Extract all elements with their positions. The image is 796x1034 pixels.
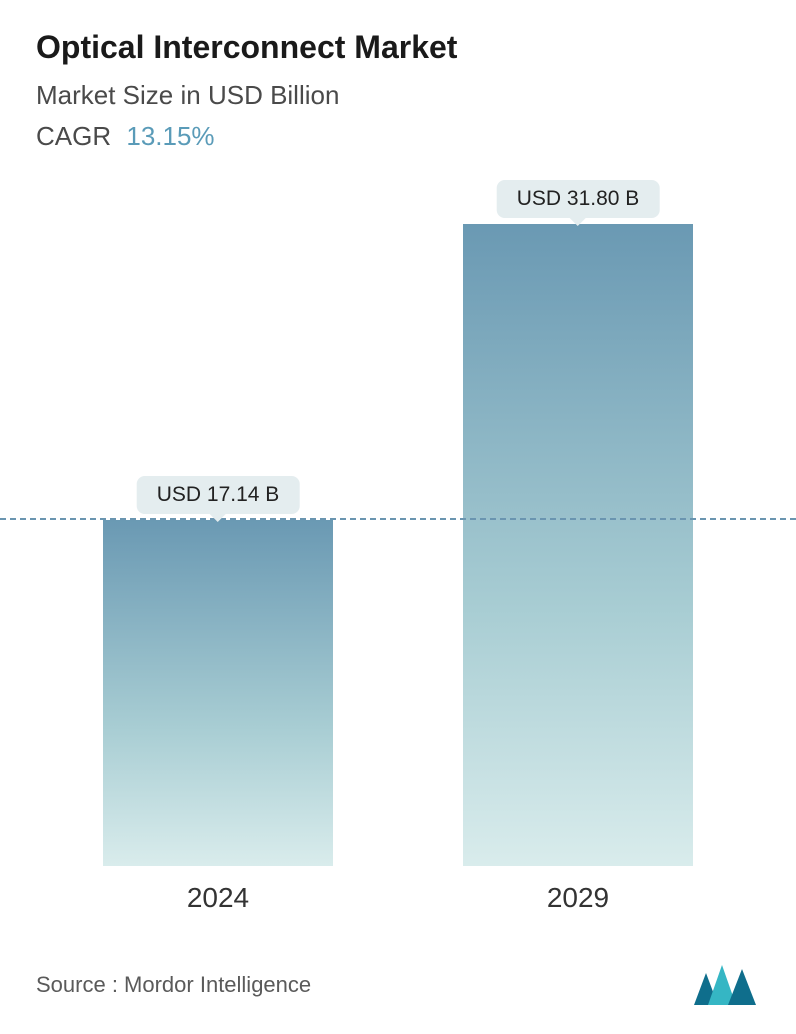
bar-group-2029: USD 31.80 B — [463, 224, 693, 866]
bar-group-2024: USD 17.14 B — [103, 520, 333, 866]
value-pill-2024: USD 17.14 B — [137, 476, 300, 514]
chart-header: Optical Interconnect Market Market Size … — [0, 0, 796, 152]
cagr-value: 13.15% — [126, 121, 214, 151]
bar-2029: USD 31.80 B — [463, 224, 693, 866]
chart-title: Optical Interconnect Market — [36, 28, 760, 66]
chart-subtitle: Market Size in USD Billion — [36, 80, 760, 111]
x-axis-labels: 2024 2029 — [0, 882, 796, 914]
bar-fill-2029 — [463, 224, 693, 866]
bar-2024: USD 17.14 B — [103, 520, 333, 866]
bar-fill-2024 — [103, 520, 333, 866]
bars-container: USD 17.14 B USD 31.80 B — [0, 180, 796, 866]
chart-footer: Source : Mordor Intelligence — [0, 954, 796, 1034]
reference-dashed-line — [0, 518, 796, 520]
value-pill-2029: USD 31.80 B — [497, 180, 660, 218]
mordor-logo-icon — [694, 965, 760, 1005]
cagr-row: CAGR 13.15% — [36, 121, 760, 152]
chart-area: USD 17.14 B USD 31.80 B 2024 2029 — [0, 180, 796, 914]
source-text: Source : Mordor Intelligence — [36, 972, 311, 998]
x-label-2024: 2024 — [103, 882, 333, 914]
x-label-2029: 2029 — [463, 882, 693, 914]
cagr-label: CAGR — [36, 121, 111, 151]
